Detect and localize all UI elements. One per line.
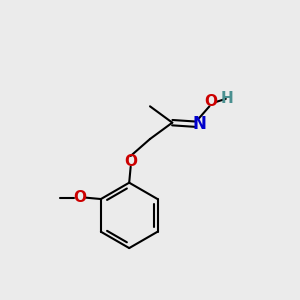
Text: O: O (204, 94, 218, 110)
Text: O: O (124, 154, 137, 169)
Text: N: N (192, 115, 206, 133)
Text: H: H (221, 92, 234, 106)
Text: O: O (73, 190, 86, 205)
